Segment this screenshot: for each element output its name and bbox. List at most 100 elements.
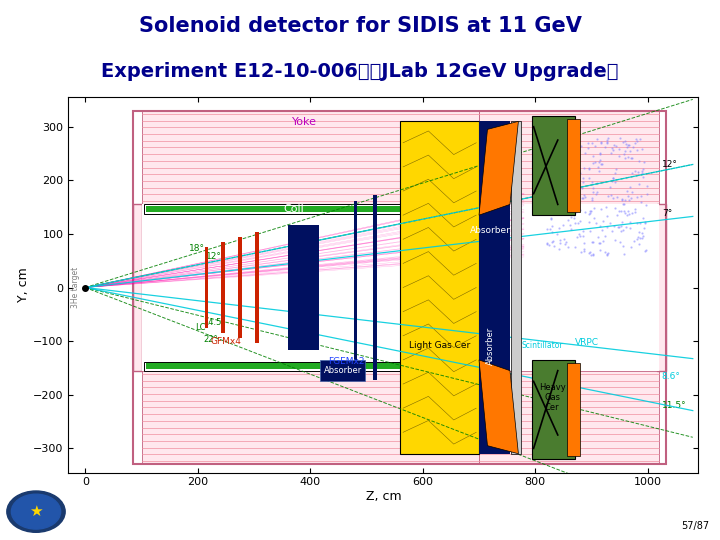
Point <box>596 160 608 168</box>
Point <box>618 250 630 259</box>
Point <box>616 194 628 203</box>
Point <box>620 195 631 204</box>
Point <box>556 199 567 208</box>
Point <box>624 146 636 155</box>
Point <box>580 148 591 157</box>
Text: 7°: 7° <box>662 210 672 219</box>
Bar <box>142 205 659 370</box>
Point <box>552 165 563 174</box>
Point <box>575 141 587 150</box>
Bar <box>354 201 357 374</box>
Point <box>594 158 606 166</box>
Text: ★: ★ <box>30 504 42 519</box>
Point <box>554 197 565 205</box>
Point <box>577 173 589 182</box>
Text: Coil: Coil <box>283 204 304 214</box>
Circle shape <box>7 491 66 532</box>
Point <box>639 223 650 232</box>
Point <box>567 149 578 158</box>
Bar <box>479 370 659 464</box>
Text: Light Gas Cer: Light Gas Cer <box>409 341 470 350</box>
Point <box>562 146 573 154</box>
Point <box>544 153 555 161</box>
Point <box>542 208 554 217</box>
Point <box>584 248 595 256</box>
Point <box>624 224 636 233</box>
Point <box>556 195 567 204</box>
Point <box>595 245 606 254</box>
Point <box>582 138 593 147</box>
Point <box>623 207 634 216</box>
Point <box>545 143 557 152</box>
Point <box>541 239 553 248</box>
Point <box>619 208 631 217</box>
Point <box>582 218 594 226</box>
Point <box>629 237 640 245</box>
Point <box>636 167 647 176</box>
Point <box>614 238 626 246</box>
Point <box>569 242 580 251</box>
Point <box>556 190 567 198</box>
Point <box>610 165 621 173</box>
Point <box>617 226 629 235</box>
Point <box>547 194 559 202</box>
Bar <box>373 195 377 380</box>
Point <box>631 134 642 143</box>
Point <box>587 249 598 258</box>
Point <box>584 227 595 235</box>
Point <box>594 156 606 164</box>
Circle shape <box>12 494 60 529</box>
Point <box>613 222 625 231</box>
Point <box>583 164 595 172</box>
Point <box>605 191 616 199</box>
Point <box>558 235 570 244</box>
Point <box>592 134 603 143</box>
Point <box>629 138 641 147</box>
Point <box>621 211 633 219</box>
Bar <box>255 232 258 343</box>
Point <box>626 187 638 196</box>
Point <box>639 246 651 255</box>
Point <box>606 144 618 152</box>
Point <box>577 232 589 240</box>
Point <box>577 194 588 202</box>
Text: GFMx4: GFMx4 <box>210 337 241 346</box>
Point <box>633 157 644 165</box>
Point <box>564 221 576 230</box>
Point <box>613 223 624 232</box>
Point <box>634 233 646 242</box>
Point <box>582 164 594 173</box>
Point <box>546 228 557 237</box>
Point <box>568 154 580 163</box>
Point <box>545 201 557 210</box>
Point <box>565 224 577 233</box>
Point <box>613 152 625 161</box>
Point <box>552 150 563 159</box>
Point <box>631 219 643 227</box>
Point <box>619 137 631 145</box>
Point <box>598 237 609 245</box>
Point <box>601 136 613 144</box>
Point <box>593 163 604 171</box>
Point <box>597 217 608 225</box>
Point <box>609 177 621 186</box>
Point <box>560 138 572 146</box>
Point <box>582 143 594 152</box>
Bar <box>142 111 479 205</box>
Point <box>548 242 559 251</box>
Point <box>595 139 607 147</box>
X-axis label: Z, cm: Z, cm <box>366 490 401 503</box>
Point <box>609 168 621 177</box>
Point <box>579 207 590 216</box>
Point <box>636 234 648 242</box>
Point <box>585 251 597 259</box>
Point <box>570 148 582 157</box>
Point <box>546 156 558 164</box>
Point <box>626 153 637 162</box>
Point <box>554 195 566 204</box>
Bar <box>657 205 666 370</box>
Bar <box>567 362 580 456</box>
Text: 11.5°: 11.5° <box>662 401 686 410</box>
Point <box>640 245 652 254</box>
Point <box>593 233 604 242</box>
